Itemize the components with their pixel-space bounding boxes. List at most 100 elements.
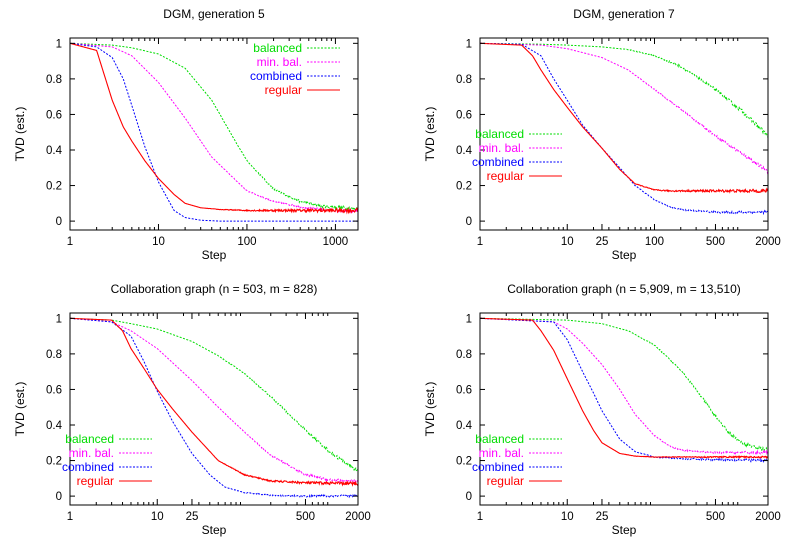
y-tick-label: 0.4 <box>46 145 63 157</box>
legend-label: min. bal. <box>69 446 114 460</box>
y-tick-label: 0.8 <box>456 74 472 86</box>
y-tick-label: 1 <box>466 313 472 325</box>
plot-frame <box>479 312 769 506</box>
legend-label: combined <box>62 460 114 474</box>
series-line-regular <box>480 317 768 460</box>
x-axis-label: Step <box>202 523 227 537</box>
x-tick-label: 1 <box>477 236 483 248</box>
legend-label: regular <box>487 474 524 488</box>
chart-title: Collaboration graph (n = 503, m = 828) <box>111 282 318 296</box>
x-axis-label: Step <box>202 248 227 262</box>
x-tick-label: 1 <box>67 236 73 248</box>
legend-label: combined <box>250 69 302 83</box>
y-tick-label: 1 <box>466 38 472 50</box>
x-tick-label: 25 <box>596 236 609 248</box>
y-tick-label: 0.6 <box>456 109 472 121</box>
plot-frame <box>479 37 769 231</box>
series-line-balanced <box>480 42 768 138</box>
legend-label: regular <box>265 83 302 97</box>
legend-label: min. bal. <box>479 141 524 155</box>
x-tick-label: 2000 <box>755 511 781 523</box>
x-tick-label: 2000 <box>755 236 781 248</box>
y-tick-label: 0.6 <box>46 109 62 121</box>
x-axis-label: Step <box>612 523 637 537</box>
series-line-regular <box>70 42 358 215</box>
series-line-combined <box>70 42 358 222</box>
y-tick-label: 0 <box>466 491 472 503</box>
chart-title: DGM, generation 7 <box>573 7 675 21</box>
series-line-balanced <box>70 42 358 212</box>
y-axis-label: TVD (est.) <box>13 382 27 437</box>
chart-panel-3: 0 0.2 0.4 0.6 0.8 1 1 10 25 500 2000 Collaboration … <box>13 282 371 537</box>
y-tick-label: 0.2 <box>456 181 472 193</box>
x-tick-label: 10 <box>561 511 574 523</box>
chart-panel-1: 0 0.2 0.4 0.6 0.8 1 1 10 100 1000 DGM, generation … <box>13 7 359 262</box>
y-tick-label: 0 <box>56 491 62 503</box>
chart-panel-2: 0 0.2 0.4 0.6 0.8 1 1 10 25 100 500 2000 DGM, genera… <box>423 7 781 262</box>
y-tick-label: 1 <box>56 38 62 50</box>
chart-title: DGM, generation 5 <box>163 7 265 21</box>
series-line-min-bal- <box>480 42 768 175</box>
y-axis-label: TVD (est.) <box>423 107 437 162</box>
series-line-combined <box>480 42 768 216</box>
y-tick-label: 0.4 <box>46 420 63 432</box>
series-line-balanced <box>480 317 768 452</box>
x-tick-label: 10 <box>151 511 164 523</box>
chart-panel-4: 0 0.2 0.4 0.6 0.8 1 1 10 25 500 2000 Collaboration … <box>423 282 781 537</box>
x-tick-label: 100 <box>237 236 256 248</box>
legend-label: balanced <box>253 41 302 55</box>
x-tick-label: 1 <box>67 511 73 523</box>
y-tick-label: 0.2 <box>46 181 62 193</box>
y-tick-label: 0 <box>466 216 472 228</box>
x-tick-label: 10 <box>561 236 574 248</box>
y-tick-label: 0.6 <box>456 384 472 396</box>
y-tick-label: 0.6 <box>46 384 62 396</box>
x-tick-label: 1 <box>477 511 483 523</box>
y-tick-label: 0.8 <box>456 349 472 361</box>
legend-label: min. bal. <box>257 55 302 69</box>
legend-label: combined <box>472 460 524 474</box>
series-line-balanced <box>70 317 358 472</box>
legend-label: regular <box>77 474 114 488</box>
series-line-regular <box>70 317 358 487</box>
y-tick-label: 0.2 <box>46 456 62 468</box>
y-axis-label: TVD (est.) <box>423 382 437 437</box>
x-tick-label: 1000 <box>323 236 349 248</box>
legend-label: balanced <box>475 127 524 141</box>
y-axis-label: TVD (est.) <box>13 107 27 162</box>
legend-label: combined <box>472 155 524 169</box>
plot-frame <box>69 37 359 231</box>
legend-label: balanced <box>475 432 524 446</box>
y-tick-label: 0.4 <box>456 145 473 157</box>
legend-label: balanced <box>65 432 114 446</box>
legend-label: regular <box>487 169 524 183</box>
y-tick-label: 0.8 <box>46 349 62 361</box>
series-line-min-bal- <box>480 317 768 456</box>
y-tick-label: 0 <box>56 216 62 228</box>
chart-title: Collaboration graph (n = 5,909, m = 13,5… <box>507 282 740 296</box>
x-tick-label: 500 <box>296 511 315 523</box>
x-tick-label: 10 <box>152 236 165 248</box>
y-tick-label: 0.8 <box>46 74 62 86</box>
y-tick-label: 0.2 <box>456 456 472 468</box>
x-tick-label: 2000 <box>345 511 371 523</box>
series-line-min-bal- <box>70 317 358 484</box>
legend-label: min. bal. <box>479 446 524 460</box>
x-tick-label: 500 <box>706 511 725 523</box>
plot-frame <box>69 312 359 506</box>
series-line-regular <box>480 42 768 194</box>
x-tick-label: 25 <box>596 511 609 523</box>
x-axis-label: Step <box>612 248 637 262</box>
x-tick-label: 500 <box>706 236 725 248</box>
series-line-combined <box>480 317 768 463</box>
x-tick-label: 100 <box>645 236 664 248</box>
x-tick-label: 25 <box>186 511 199 523</box>
y-tick-label: 1 <box>56 313 62 325</box>
series-line-min-bal- <box>70 42 358 214</box>
y-tick-label: 0.4 <box>456 420 473 432</box>
